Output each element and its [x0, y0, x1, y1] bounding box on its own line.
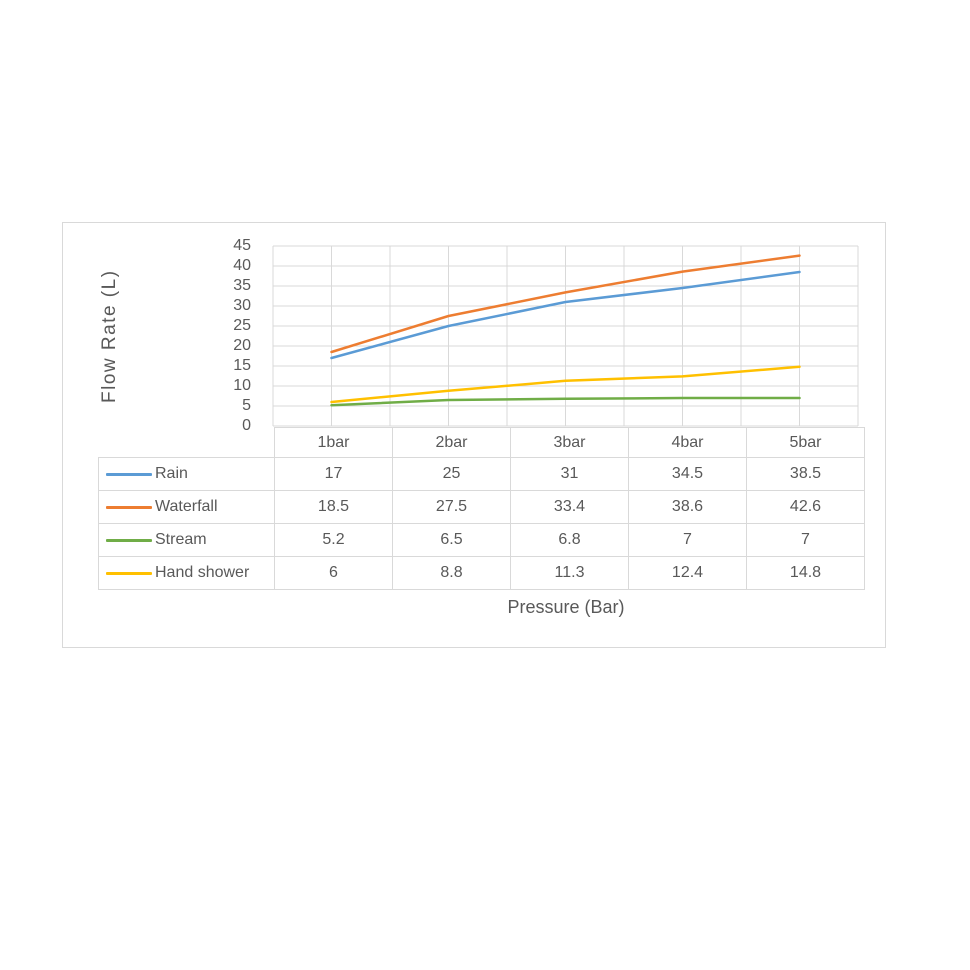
value-cell: 11.3	[510, 556, 629, 590]
hand-shower-series-line	[330, 365, 801, 404]
series-name-hand-shower: Hand shower	[155, 564, 250, 581]
value-cell: 33.4	[510, 490, 629, 524]
category-header-4bar: 4bar	[628, 427, 747, 458]
value-cell: 42.6	[746, 490, 865, 524]
waterfall-line-swatch-icon	[106, 505, 152, 509]
series-name-rain: Rain	[155, 465, 188, 482]
table-row-waterfall: Waterfall 18.5 27.5 33.4 38.6 42.6	[98, 490, 865, 524]
value-cell: 31	[510, 457, 629, 491]
value-cell: 14.8	[746, 556, 865, 590]
value-cell: 7	[628, 523, 747, 557]
y-axis-tick-label: 10	[233, 377, 251, 394]
table-row-hand-shower: Hand shower 6 8.8 11.3 12.4 14.8	[98, 556, 865, 590]
rain-line-swatch-icon	[106, 472, 152, 476]
stream-line-swatch-icon	[106, 538, 152, 542]
rain-series-line	[330, 270, 801, 360]
legend-cell-hand-shower: Hand shower	[98, 556, 275, 590]
value-cell: 17	[274, 457, 393, 491]
chart-data-table: 1bar 2bar 3bar 4bar 5bar Rain 17 25 31 3…	[98, 427, 865, 590]
legend-cell-stream: Stream	[98, 523, 275, 557]
category-header-5bar: 5bar	[746, 427, 865, 458]
y-axis-tick-label: 5	[242, 397, 251, 414]
value-cell: 38.5	[746, 457, 865, 491]
value-cell: 12.4	[628, 556, 747, 590]
chart-container: Flow Rate (L) 45 40 35 30 25 20 15 10 5 0 1bar 2b…	[62, 222, 886, 648]
x-axis-title: Pressure (Bar)	[507, 597, 625, 617]
y-axis-tick-label: 15	[233, 357, 251, 374]
y-axis-tick-label: 20	[233, 337, 251, 354]
y-axis-tick-labels: 45 40 35 30 25 20 15 10 5 0	[189, 237, 251, 434]
series-name-stream: Stream	[155, 531, 207, 548]
line-plot-area	[272, 245, 859, 427]
value-cell: 5.2	[274, 523, 393, 557]
y-axis-tick-label: 25	[233, 317, 251, 334]
waterfall-series-line	[330, 254, 801, 354]
table-corner-spacer	[99, 428, 275, 458]
value-cell: 18.5	[274, 490, 393, 524]
category-header-1bar: 1bar	[274, 427, 393, 458]
y-axis-title: Flow Rate (L)	[99, 269, 120, 403]
value-cell: 38.6	[628, 490, 747, 524]
value-cell: 7	[746, 523, 865, 557]
category-header-row: 1bar 2bar 3bar 4bar 5bar	[99, 427, 865, 458]
hand-shower-line-swatch-icon	[106, 571, 152, 575]
value-cell: 8.8	[392, 556, 511, 590]
category-header-3bar: 3bar	[510, 427, 629, 458]
legend-cell-rain: Rain	[98, 457, 275, 491]
category-header-2bar: 2bar	[392, 427, 511, 458]
stream-series-line	[330, 396, 801, 407]
y-axis-tick-label: 30	[233, 297, 251, 314]
series-name-waterfall: Waterfall	[155, 498, 218, 515]
value-cell: 25	[392, 457, 511, 491]
value-cell: 6.5	[392, 523, 511, 557]
y-axis-tick-label: 45	[233, 237, 251, 254]
value-cell: 34.5	[628, 457, 747, 491]
y-axis-tick-label: 40	[233, 257, 251, 274]
value-cell: 6	[274, 556, 393, 590]
y-axis-tick-label: 0	[242, 417, 251, 434]
value-cell: 27.5	[392, 490, 511, 524]
table-row-stream: Stream 5.2 6.5 6.8 7 7	[98, 523, 865, 557]
value-cell: 6.8	[510, 523, 629, 557]
y-axis-tick-label: 35	[233, 277, 251, 294]
legend-cell-waterfall: Waterfall	[98, 490, 275, 524]
table-row-rain: Rain 17 25 31 34.5 38.5	[98, 457, 865, 491]
